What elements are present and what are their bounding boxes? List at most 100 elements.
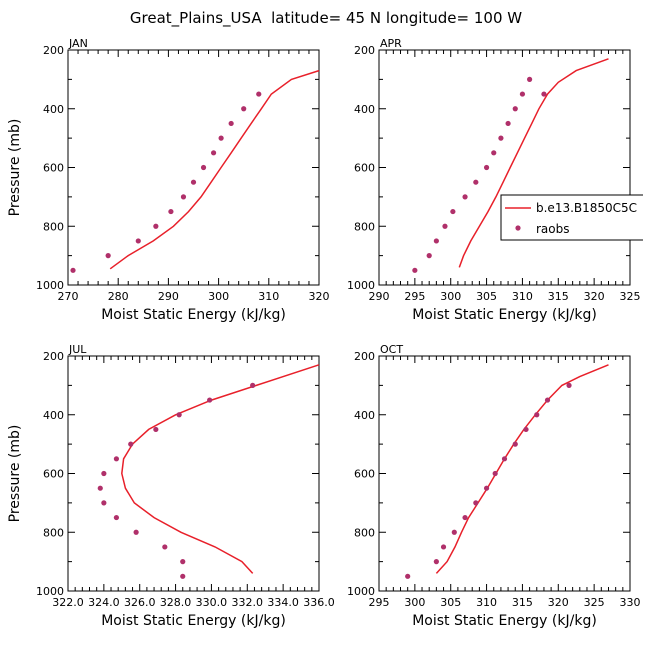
raobs-point [180,559,186,565]
x-tick-label: 300 [440,290,461,303]
raobs-point [473,179,479,185]
y-tick-label: 600 [43,162,64,175]
series-line-model [121,364,320,574]
x-tick-label: 315 [548,290,569,303]
x-tick-label: 320 [548,596,569,609]
raobs-point [498,135,504,141]
plot-frame [67,49,320,286]
panel-label: APR [380,37,402,50]
legend-label: b.e13.B1850C5C [536,201,637,215]
page-title: Great_Plains_USA latitude= 45 N longitud… [130,9,522,28]
raobs-point [153,223,159,229]
x-tick-label: 328.0 [160,596,192,609]
y-tick-label: 200 [354,44,375,57]
y-tick-label: 600 [43,468,64,481]
y-tick-label: 1000 [347,585,375,598]
x-tick-label: 270 [58,290,79,303]
y-tick-label: 400 [354,103,375,116]
raobs-point [544,397,551,403]
raobs-point [97,485,103,491]
raobs-point [105,253,111,259]
x-tick-label: 320 [309,290,330,303]
raobs-point [405,573,411,579]
raobs-point [519,91,526,97]
raobs-point [180,194,187,200]
raobs-point [451,529,457,535]
raobs-point [512,106,518,112]
x-tick-label: 320 [584,290,605,303]
raobs-point [250,382,256,388]
raobs-point [483,164,490,171]
raobs-point [207,397,213,403]
series-line-model [435,364,609,574]
x-tick-label: 300 [208,290,229,303]
y-tick-label: 600 [354,468,375,481]
raobs-point [180,573,186,579]
raobs-point [566,382,572,388]
legend: b.e13.B1850C5C raobs [500,194,643,241]
y-axis-title: Pressure (mb) [7,119,23,217]
y-tick-label: 1000 [36,585,64,598]
panel-jan: JAN 270 280 290 300 310 320 200 400 600 800 1000 Moi… [7,37,330,323]
raobs-point [228,120,234,127]
x-axis-title: Moist Static Energy (kJ/kg) [412,613,597,629]
x-tick-label: 336.0 [303,596,335,609]
y-tick-label: 400 [43,103,64,116]
raobs-point [440,544,447,550]
raobs-point [153,426,159,433]
plot-frame [378,355,631,592]
raobs-point [433,559,439,565]
x-tick-label: 334.0 [267,596,299,609]
raobs-point [492,470,498,477]
raobs-point [218,135,224,141]
x-tick-label: 326.0 [124,596,156,609]
x-tick-label: 310 [258,290,279,303]
raobs-point [101,500,107,506]
raobs-point [256,91,262,97]
plot-frame [378,49,631,286]
y-tick-label: 200 [43,44,64,57]
y-axis-title: Pressure (mb) [7,425,23,523]
raobs-point [128,441,134,447]
x-tick-label: 280 [108,290,129,303]
raobs-point [523,426,529,433]
raobs-point [101,470,107,477]
y-tick-label: 600 [354,162,375,175]
x-tick-label: 290 [369,290,390,303]
raobs-point [541,91,547,97]
raobs-point [133,529,139,535]
raobs-point [505,120,511,127]
raobs-point [512,441,518,447]
series-line-model [458,58,609,268]
x-tick-label: 332.0 [232,596,264,609]
raobs-point [483,485,490,491]
raobs-point [168,208,174,215]
y-tick-label: 200 [43,350,64,363]
raobs-point [534,412,540,418]
x-tick-label: 295 [369,596,390,609]
x-tick-label: 295 [404,290,425,303]
raobs-point [426,253,432,259]
x-tick-label: 310 [476,596,497,609]
raobs-point [491,150,497,156]
panel-oct: OCT 295 300 305 310 315 320 325 330 200 400 600 800 1… [347,343,641,629]
panel-jul: JUL 322.0 324.0 326.0 328.0 330.0 332.0 334.0 33… [7,343,335,629]
x-tick-label: 330 [620,596,641,609]
raobs-point [473,500,479,506]
series-line-model [109,69,320,270]
panel-label: JUL [68,343,87,356]
legend-box [500,194,643,241]
x-tick-label: 315 [512,596,533,609]
y-tick-label: 1000 [36,279,64,292]
raobs-point [462,514,468,521]
raobs-point [162,544,168,550]
legend-label: raobs [536,222,570,236]
raobs-point [113,514,120,521]
x-axis-title: Moist Static Energy (kJ/kg) [101,307,286,323]
x-tick-label: 324.0 [88,596,120,609]
panels: JAN 270 280 290 300 310 320 200 400 600 800 1000 Moi… [7,37,643,629]
y-tick-label: 800 [43,526,64,539]
y-tick-label: 800 [354,526,375,539]
raobs-point [210,150,217,156]
